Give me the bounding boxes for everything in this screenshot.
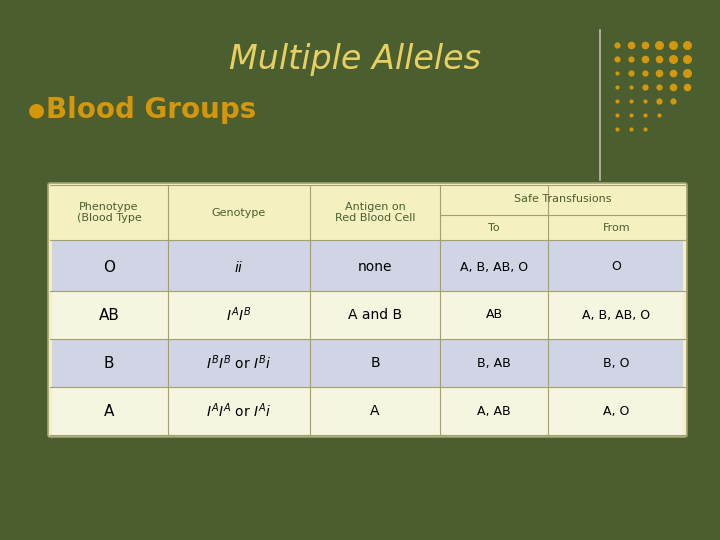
Text: B, O: B, O <box>603 356 630 369</box>
Text: Antigen on
Red Blood Cell: Antigen on Red Blood Cell <box>335 202 415 224</box>
Text: AB: AB <box>99 307 120 322</box>
Text: O: O <box>611 260 621 273</box>
Text: B: B <box>370 356 380 370</box>
Text: To: To <box>488 223 500 233</box>
Text: none: none <box>358 260 392 274</box>
Text: A: A <box>370 404 379 418</box>
Text: B: B <box>104 355 114 370</box>
Text: $\mathit{I}^B\mathit{I}^B$ or $\mathit{I}^B\mathit{i}$: $\mathit{I}^B\mathit{I}^B$ or $\mathit{I… <box>207 354 271 372</box>
Text: $\mathit{I}^A\mathit{I}^B$: $\mathit{I}^A\mathit{I}^B$ <box>226 306 251 325</box>
Text: Blood Groups: Blood Groups <box>46 96 256 124</box>
Bar <box>52 339 683 387</box>
Text: Genotype: Genotype <box>212 207 266 218</box>
Text: $\mathit{ii}$: $\mathit{ii}$ <box>234 260 244 274</box>
Text: A, AB: A, AB <box>477 404 510 417</box>
FancyBboxPatch shape <box>48 183 687 437</box>
Bar <box>52 240 683 291</box>
Bar <box>52 185 683 240</box>
Text: From: From <box>603 223 630 233</box>
Text: Multiple Alleles: Multiple Alleles <box>229 44 481 77</box>
Text: O: O <box>103 260 115 274</box>
Text: A and B: A and B <box>348 308 402 322</box>
Text: A, B, AB, O: A, B, AB, O <box>582 308 651 321</box>
Text: A, B, AB, O: A, B, AB, O <box>460 260 528 273</box>
Text: A, O: A, O <box>603 404 630 417</box>
Text: ●: ● <box>28 100 45 119</box>
Text: $\mathit{I}^A\mathit{I}^A$ or $\mathit{I}^A\mathit{i}$: $\mathit{I}^A\mathit{I}^A$ or $\mathit{I… <box>207 402 271 420</box>
Text: Safe Transfusions: Safe Transfusions <box>514 194 611 204</box>
Text: B, AB: B, AB <box>477 356 511 369</box>
Text: Phenotype
(Blood Type: Phenotype (Blood Type <box>76 202 141 224</box>
Bar <box>52 291 683 339</box>
Text: A: A <box>104 403 114 418</box>
Bar <box>52 387 683 435</box>
Text: AB: AB <box>485 308 503 321</box>
